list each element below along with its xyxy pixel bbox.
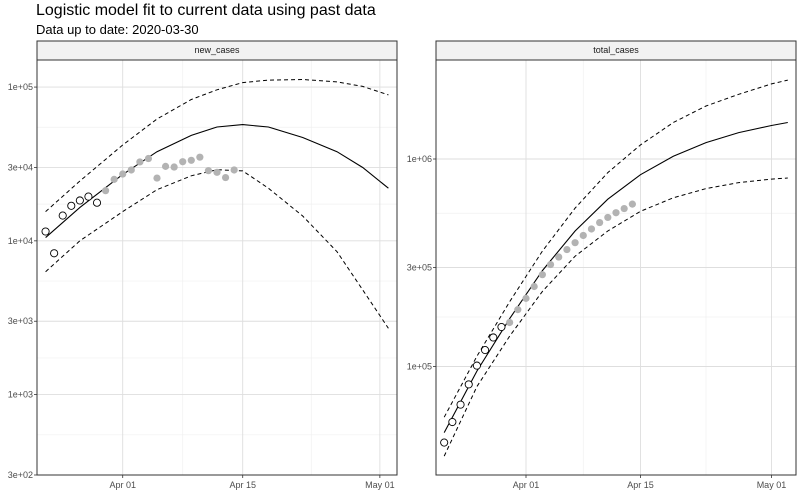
observed-fit-point [41, 227, 50, 236]
observed-new-point [127, 166, 135, 174]
y-tick-label: 3e+02 [8, 470, 33, 480]
x-tick-label: Apr 01 [109, 480, 136, 490]
y-tick-label: 1e+04 [8, 236, 33, 246]
x-tick-label: May 01 [757, 480, 787, 490]
panel-border [435, 59, 797, 476]
observed-fit-point [481, 346, 490, 355]
y-tick-label: 3e+05 [407, 263, 432, 273]
observed-new-point [571, 239, 579, 247]
observed-new-point [538, 271, 546, 279]
observed-fit-point [50, 249, 59, 258]
fit-line [45, 124, 389, 239]
observed-new-point [196, 153, 204, 161]
observed-fit-point [84, 192, 93, 201]
observed-new-point [604, 213, 612, 222]
y-tick-label: 1e+05 [8, 82, 33, 92]
y-tick-label: 1e+03 [8, 390, 33, 400]
lower-bound-line [45, 169, 389, 329]
observed-fit-point [489, 333, 498, 342]
observed-new-point [101, 187, 110, 195]
observed-new-point [579, 231, 587, 240]
observed-new-point [187, 156, 195, 164]
upper-bound-line [443, 79, 788, 418]
observed-fit-point [448, 417, 457, 427]
observed-new-point [170, 163, 178, 171]
observed-fit-point [440, 438, 449, 447]
observed-new-point [110, 175, 118, 183]
observed-new-point [161, 162, 170, 170]
observed-fit-point [58, 211, 67, 220]
observed-new-point [546, 260, 555, 269]
x-tick-label: Apr 15 [229, 480, 256, 490]
upper-bound-line [45, 78, 389, 212]
fit-line [443, 121, 788, 433]
observed-fit-point [67, 201, 76, 210]
observed-new-point [587, 225, 596, 233]
observed-new-point [119, 170, 127, 178]
x-tick-label: Apr 01 [513, 480, 540, 490]
panel-new-cases: new_cases 3e+02 1e+03 3e+03 1e+04 3e+04 1e+05 A… [8, 40, 398, 490]
observed-new-point [144, 154, 153, 163]
y-tick-label: 1e+06 [407, 154, 432, 164]
facet-strip-label: new_cases [194, 45, 240, 55]
observed-new-point [563, 245, 571, 254]
observed-new-point [213, 168, 221, 176]
observed-new-point [179, 158, 187, 166]
x-tick-label: May 01 [365, 480, 395, 490]
observed-new-point [530, 282, 538, 291]
observed-new-point [628, 200, 636, 208]
observed-new-point [596, 218, 604, 227]
observed-fit-point [92, 198, 102, 207]
observed-new-point [522, 294, 530, 302]
observed-fit-point [497, 322, 506, 332]
observed-fit-point [472, 361, 481, 370]
y-tick-label: 3e+04 [8, 162, 33, 172]
observed-new-point [555, 253, 563, 261]
panel-border [36, 59, 398, 476]
y-tick-label: 3e+03 [8, 316, 33, 326]
observed-new-point [620, 204, 628, 213]
observed-new-point [506, 318, 514, 327]
observed-new-point [612, 209, 620, 217]
observed-new-point [230, 166, 238, 174]
observed-new-point [514, 306, 522, 314]
y-tick-label: 1e+05 [407, 362, 432, 372]
lower-bound-line [443, 177, 788, 457]
panel-total-cases: total_cases 1e+05 3e+05 1e+06 Apr 01 Apr 15 Ma… [407, 40, 797, 490]
chart-title: Logistic model fit to current data using… [36, 2, 376, 19]
observed-fit-point [464, 380, 473, 389]
observed-new-point [221, 173, 230, 182]
x-tick-label: Apr 15 [627, 480, 654, 490]
observed-new-point [204, 167, 213, 175]
facet-strip-label: total_cases [593, 45, 639, 55]
observed-fit-point [456, 400, 465, 409]
observed-new-point [153, 174, 161, 182]
observed-new-point [136, 158, 144, 166]
observed-fit-point [75, 196, 84, 205]
chart-subtitle: Data up to date: 2020-03-30 [36, 22, 199, 37]
